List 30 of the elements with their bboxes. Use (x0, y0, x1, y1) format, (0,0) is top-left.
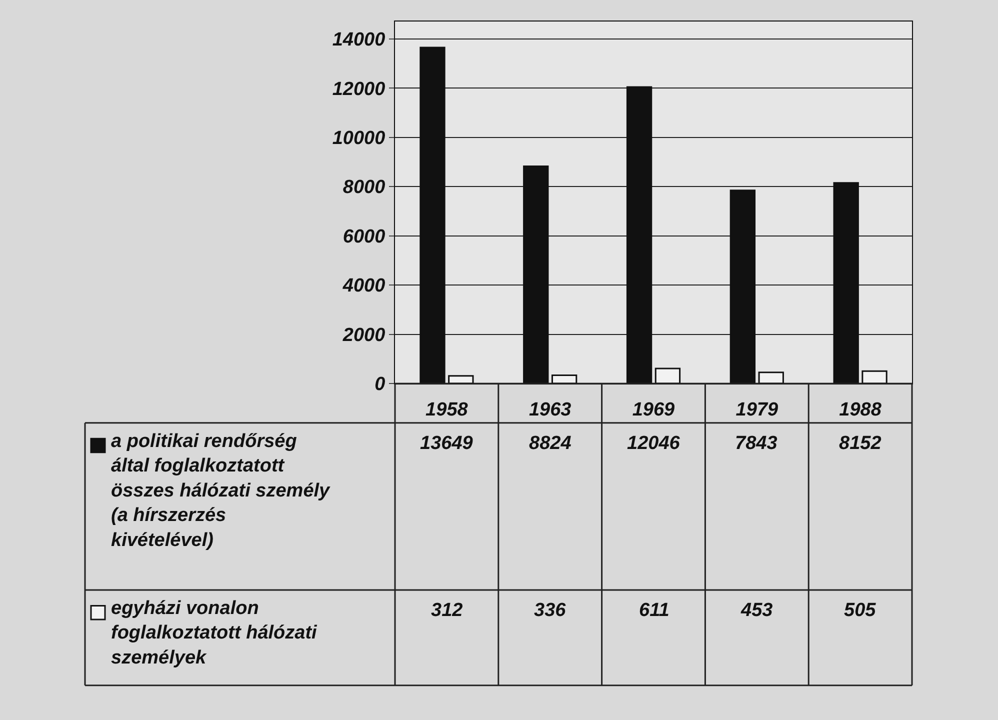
legend-label: egyházi vonalon foglalkoztatott hálózati személyek (111, 598, 318, 668)
data-label: 336 (534, 600, 566, 621)
x-tick-label: 1979 (736, 399, 778, 420)
bar (730, 190, 756, 384)
data-label: 13649 (420, 433, 474, 454)
y-tick-label: 10000 (332, 128, 386, 149)
x-tick-label: 1958 (426, 399, 468, 420)
x-tick-label: 1988 (839, 399, 882, 420)
data-label: 8824 (529, 433, 572, 454)
data-label: 7843 (735, 433, 778, 454)
y-tick-label: 12000 (332, 78, 386, 100)
data-label: 453 (740, 600, 774, 621)
data-label: 312 (431, 600, 464, 621)
legend-label: a politikai rendőrség által foglalkoztatott összes hálózati személy (a hírszerzés kivételével) (111, 431, 332, 551)
bar (626, 86, 652, 384)
y-tick-label: 14000 (332, 30, 386, 51)
y-tick-label: 0 (374, 374, 386, 396)
y-tick-label: 6000 (342, 226, 386, 248)
y-tick-label: 2000 (342, 324, 386, 346)
x-tick-label: 1969 (632, 399, 676, 420)
bar (833, 182, 859, 384)
x-tick-label: 1963 (528, 399, 572, 420)
data-label: 8152 (839, 433, 882, 454)
bar (420, 46, 446, 384)
data-label: 505 (844, 600, 876, 621)
data-label: 611 (639, 600, 670, 621)
data-label: 12046 (627, 433, 680, 454)
bar (523, 166, 549, 384)
y-tick-label: 4000 (342, 276, 386, 297)
y-tick-label: 8000 (342, 177, 386, 198)
